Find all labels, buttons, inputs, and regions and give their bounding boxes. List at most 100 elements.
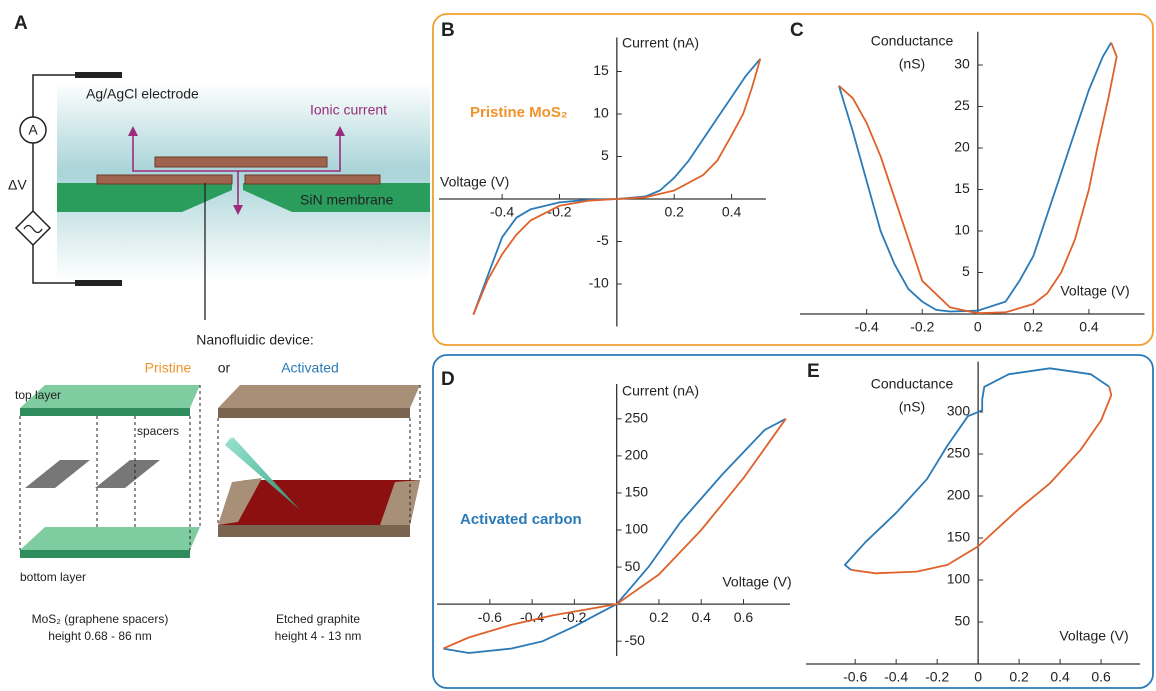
y-axis-label: (nS) [899, 56, 925, 72]
spacers-label: spacers [137, 424, 179, 438]
data-line [838, 42, 1118, 315]
annotation: Pristine MoS₂ [470, 104, 568, 121]
x-axis-label: Voltage (V) [1059, 628, 1128, 644]
y-axis-label: (nS) [899, 399, 925, 415]
y-tick-label: 15 [593, 62, 609, 78]
x-tick-label: 0.6 [1091, 669, 1111, 685]
panel-frame [432, 13, 1154, 346]
etched-channel [218, 480, 420, 525]
panel-a: A A ΔV Ag/AgCl electrode Ionic current S… [8, 13, 430, 643]
data-line [472, 58, 762, 315]
bottom-layer-label: bottom layer [20, 570, 86, 584]
x-tick-label: -0.2 [547, 204, 571, 220]
y-tick-label: -5 [596, 232, 609, 248]
electron-beam [225, 436, 300, 510]
y-tick-label: 150 [947, 529, 971, 545]
bottom-layer-edge [20, 550, 190, 558]
spacer [25, 460, 90, 488]
y-tick-label: 5 [601, 147, 609, 163]
annotation: Activated carbon [460, 511, 582, 528]
y-tick-label: 10 [954, 222, 970, 238]
graphite-top [218, 385, 420, 408]
caption: height 4 - 13 nm [275, 629, 362, 643]
top-layer-label: top layer [15, 388, 61, 402]
y-tick-label: 25 [954, 97, 970, 113]
x-tick-label: 0.2 [1009, 669, 1029, 685]
x-tick-label: 0 [974, 669, 982, 685]
y-axis-label: Current (nA) [622, 383, 699, 399]
caption: height 0.68 - 86 nm [48, 629, 151, 643]
y-tick-label: 20 [954, 139, 970, 155]
arrowhead [335, 126, 345, 136]
x-tick-label: -0.4 [490, 204, 514, 220]
guide-lines [19, 385, 201, 550]
y-tick-label: 50 [625, 558, 641, 574]
pristine-label: Pristine [145, 360, 192, 376]
top-layer-edge [20, 408, 190, 416]
panel-letter: A [14, 13, 28, 34]
graphite-bottom-edge [218, 525, 410, 537]
membrane-label: SiN membrane [300, 192, 394, 208]
current-path [132, 130, 341, 172]
graphite-top-edge [218, 408, 410, 418]
x-tick-label: -0.6 [478, 609, 502, 625]
voltage-label: ΔV [8, 177, 27, 193]
x-tick-label: -0.2 [910, 319, 934, 335]
x-tick-label: -0.2 [925, 669, 949, 685]
y-tick-label: -10 [589, 275, 609, 291]
caption: Etched graphite [276, 612, 360, 626]
y-tick-label: 250 [947, 445, 971, 461]
y-tick-label: 100 [947, 571, 971, 587]
x-tick-label: 0.4 [691, 609, 711, 625]
y-tick-label: 100 [625, 521, 649, 537]
y-tick-label: 15 [954, 180, 970, 196]
y-tick-label: -50 [625, 632, 645, 648]
circuit-wire [32, 74, 75, 284]
panel-letter: D [441, 369, 455, 390]
guide-lines [217, 385, 421, 525]
membrane [57, 183, 232, 212]
y-tick-label: 150 [625, 484, 649, 500]
flake [244, 174, 381, 185]
x-tick-label: 0.2 [664, 204, 684, 220]
graphite-wall [218, 478, 262, 525]
x-tick-label: 0.6 [734, 609, 754, 625]
bottom-layer [20, 527, 200, 550]
x-axis-label: Voltage (V) [722, 574, 791, 590]
x-tick-label: 0.2 [649, 609, 669, 625]
x-tick-label: 0 [974, 319, 982, 335]
y-tick-label: 10 [593, 105, 609, 121]
x-tick-label: -0.4 [855, 319, 879, 335]
x-axis-label: Voltage (V) [1060, 283, 1129, 299]
ammeter-label: A [28, 122, 38, 138]
y-tick-label: 50 [955, 613, 971, 629]
data-line [443, 418, 787, 654]
y-tick-label: 300 [947, 403, 971, 419]
x-tick-label: 0.4 [722, 204, 742, 220]
y-axis-label: Conductance [871, 376, 954, 392]
or-label: or [218, 360, 231, 376]
y-axis-label: Current (nA) [622, 35, 699, 51]
y-tick-label: 200 [947, 487, 971, 503]
x-tick-label: -0.4 [884, 669, 908, 685]
membrane [243, 183, 430, 212]
device-title: Nanofluidic device: [196, 332, 314, 348]
y-tick-label: 250 [625, 410, 649, 426]
x-tick-label: 0.4 [1079, 319, 1099, 335]
arrowhead [233, 205, 243, 215]
data-line [844, 367, 1110, 571]
y-tick-label: 5 [962, 263, 970, 279]
top-layer [20, 385, 200, 408]
spacer [95, 460, 160, 488]
flake [96, 174, 233, 185]
data-line [850, 386, 1113, 575]
ammeter [19, 116, 47, 144]
ionic-current-label: Ionic current [310, 102, 387, 118]
caption: MoS₂ (graphene spacers) [32, 612, 169, 626]
ac-symbol [23, 224, 43, 234]
x-tick-label: 0.4 [1050, 669, 1070, 685]
x-tick-label: -0.6 [843, 669, 867, 685]
x-tick-label: 0.2 [1024, 319, 1044, 335]
panel-letter: B [441, 20, 455, 41]
